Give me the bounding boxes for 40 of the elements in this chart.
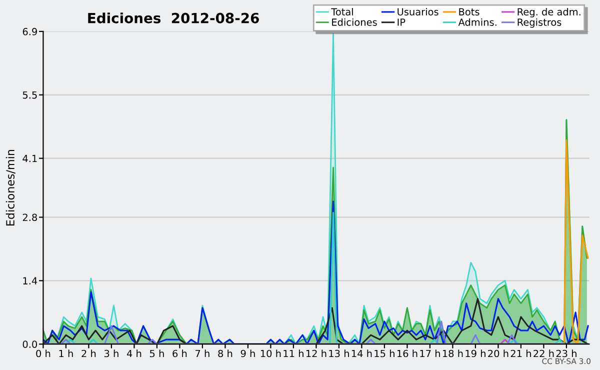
legend-label: Ediciones — [332, 18, 377, 26]
x-tick-label: 21 h — [510, 350, 531, 358]
x-tick-label: 8 h — [218, 350, 232, 358]
x-tick-label: 9 h — [240, 350, 255, 358]
x-tick-label: 13 h — [329, 350, 349, 358]
x-tick-label: 1 h — [59, 350, 73, 358]
x-tick-label: 5 h — [150, 350, 164, 358]
y-tick-label: 1.4 — [23, 277, 38, 284]
legend-label: Reg. de adm. — [518, 8, 580, 18]
legend-label: IP — [398, 18, 406, 26]
x-tick-label: 19 h — [466, 350, 486, 358]
x-tick-label: 3 h — [104, 350, 118, 358]
x-tick-label: 18 h — [442, 350, 463, 358]
legend-label: Registros — [518, 18, 562, 28]
x-tick-label: 6 h — [172, 350, 187, 358]
y-tick-label: 2.8 — [22, 214, 37, 222]
x-tick-label: 17 h — [420, 350, 440, 358]
x-tick-label: 23 h — [556, 350, 576, 358]
legend-label: Usuarios — [398, 8, 438, 16]
legend-label: Admins. — [458, 18, 496, 26]
y-tick-label: 6.9 — [22, 28, 37, 36]
y-tick-label: 5.5 — [22, 91, 37, 99]
legend-label: Total — [331, 8, 353, 16]
x-tick-label: 4 h — [126, 350, 142, 358]
x-tick-label: 0 h — [36, 350, 50, 358]
y-tick-label: 0.0 — [22, 340, 37, 348]
chart-title: Ediciones 2012-08-26 — [88, 12, 259, 24]
x-tick-label: 16 h — [397, 350, 418, 358]
x-tick-label: 20 h — [488, 350, 508, 358]
legend-label: Bots — [459, 8, 480, 16]
x-tick-label: 10 h — [260, 350, 281, 358]
x-tick-label: 2 h — [82, 350, 96, 358]
x-tick-label: 11 h — [284, 350, 304, 358]
x-tick-label: 22 h — [534, 350, 554, 358]
x-tick-label: 7 h — [196, 350, 210, 358]
y-tick-label: 4.1 — [22, 154, 37, 162]
x-tick-label: 12 h — [306, 350, 326, 358]
x-tick-label: 14 h — [352, 350, 372, 358]
x-tick-label: 15 h — [374, 350, 394, 358]
y-axis-title: Ediciones/min — [6, 150, 16, 226]
